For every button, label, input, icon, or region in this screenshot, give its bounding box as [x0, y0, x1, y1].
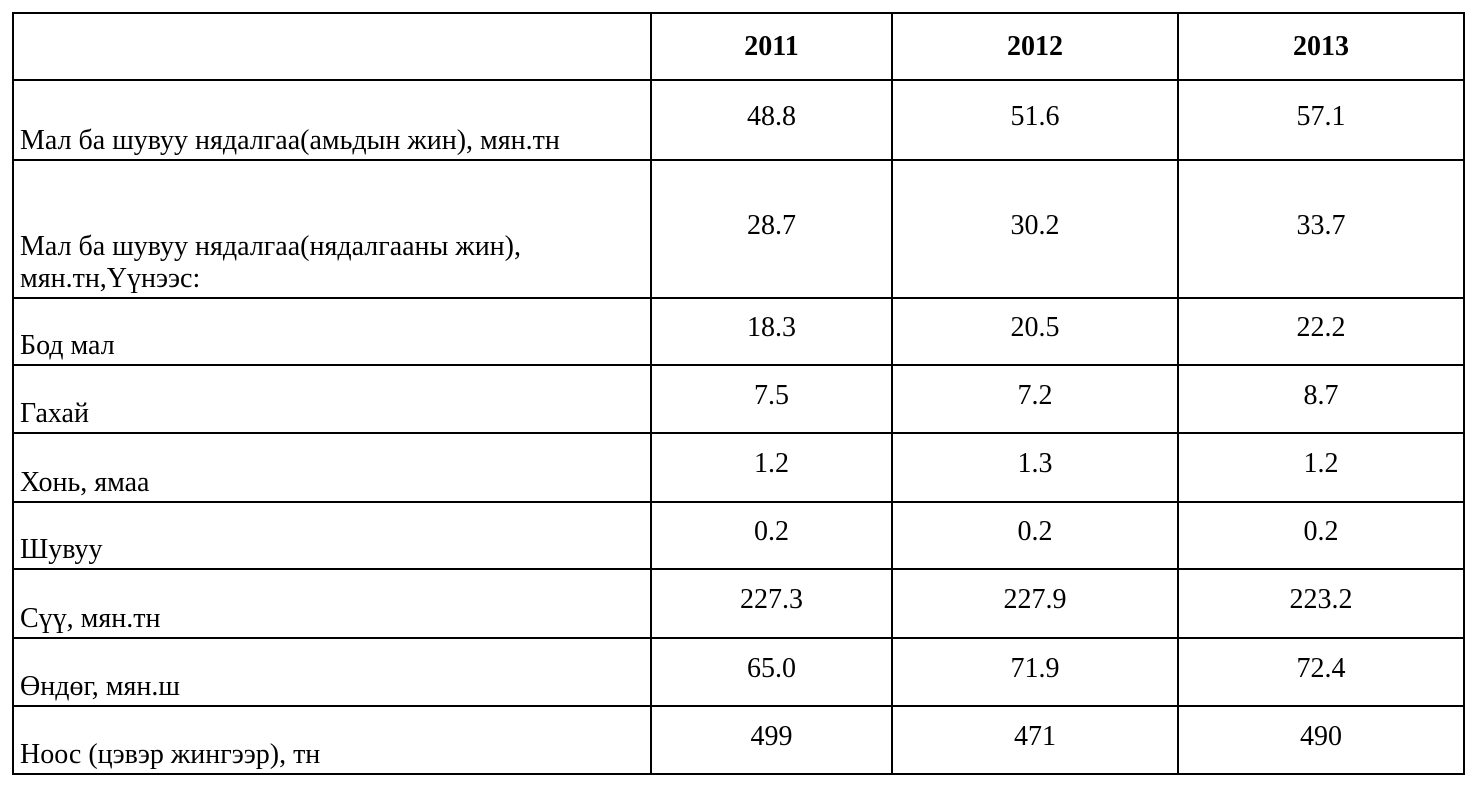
- value-cell: 28.7: [650, 159, 893, 299]
- value-cell: 71.9: [891, 637, 1179, 707]
- value-cell: 8.7: [1177, 364, 1465, 434]
- row-label: Бод мал: [12, 297, 652, 366]
- table-row: Сүү, мян.тн 227.3 227.9 223.2: [12, 568, 1465, 639]
- table-row: Ноос (цэвэр жингээр), тн 499 471 490: [12, 705, 1465, 775]
- value-cell: 7.5: [650, 364, 893, 434]
- value-cell: 223.2: [1177, 568, 1465, 639]
- header-row: 2011 2012 2013: [12, 12, 1465, 81]
- value-cell: 0.2: [650, 501, 893, 570]
- table-row: Гахай 7.5 7.2 8.7: [12, 364, 1465, 434]
- row-label: Мал ба шувуу нядалгаа(нядалгааны жин), м…: [12, 159, 652, 299]
- data-table: 2011 2012 2013 Мал ба шувуу нядалгаа(амьды…: [12, 12, 1465, 775]
- value-cell: 51.6: [891, 79, 1179, 161]
- value-cell: 7.2: [891, 364, 1179, 434]
- table-row: Мал ба шувуу нядалгаа(амьдын жин), мян.т…: [12, 79, 1465, 161]
- row-label: Мал ба шувуу нядалгаа(амьдын жин), мян.т…: [12, 79, 652, 161]
- value-cell: 30.2: [891, 159, 1179, 299]
- value-cell: 499: [650, 705, 893, 775]
- table-row: Мал ба шувуу нядалгаа(нядалгааны жин), м…: [12, 159, 1465, 299]
- table-row: Өндөг, мян.ш 65.0 71.9 72.4: [12, 637, 1465, 707]
- row-label: Сүү, мян.тн: [12, 568, 652, 639]
- value-cell: 1.2: [1177, 432, 1465, 503]
- year-header: 2011: [650, 12, 893, 81]
- value-cell: 65.0: [650, 637, 893, 707]
- value-cell: 72.4: [1177, 637, 1465, 707]
- row-label: Гахай: [12, 364, 652, 434]
- row-label: Өндөг, мян.ш: [12, 637, 652, 707]
- value-cell: 227.9: [891, 568, 1179, 639]
- value-cell: 471: [891, 705, 1179, 775]
- table-row: Шувуу 0.2 0.2 0.2: [12, 501, 1465, 570]
- year-header: 2012: [891, 12, 1179, 81]
- value-cell: 18.3: [650, 297, 893, 366]
- value-cell: 48.8: [650, 79, 893, 161]
- value-cell: 20.5: [891, 297, 1179, 366]
- value-cell: 227.3: [650, 568, 893, 639]
- value-cell: 22.2: [1177, 297, 1465, 366]
- year-header: 2013: [1177, 12, 1465, 81]
- value-cell: 57.1: [1177, 79, 1465, 161]
- row-label: Хонь, ямаа: [12, 432, 652, 503]
- row-label: Ноос (цэвэр жингээр), тн: [12, 705, 652, 775]
- value-cell: 490: [1177, 705, 1465, 775]
- corner-cell: [12, 12, 652, 81]
- value-cell: 0.2: [891, 501, 1179, 570]
- table-row: Хонь, ямаа 1.2 1.3 1.2: [12, 432, 1465, 503]
- value-cell: 0.2: [1177, 501, 1465, 570]
- value-cell: 1.2: [650, 432, 893, 503]
- table-row: Бод мал 18.3 20.5 22.2: [12, 297, 1465, 366]
- row-label: Шувуу: [12, 501, 652, 570]
- value-cell: 33.7: [1177, 159, 1465, 299]
- value-cell: 1.3: [891, 432, 1179, 503]
